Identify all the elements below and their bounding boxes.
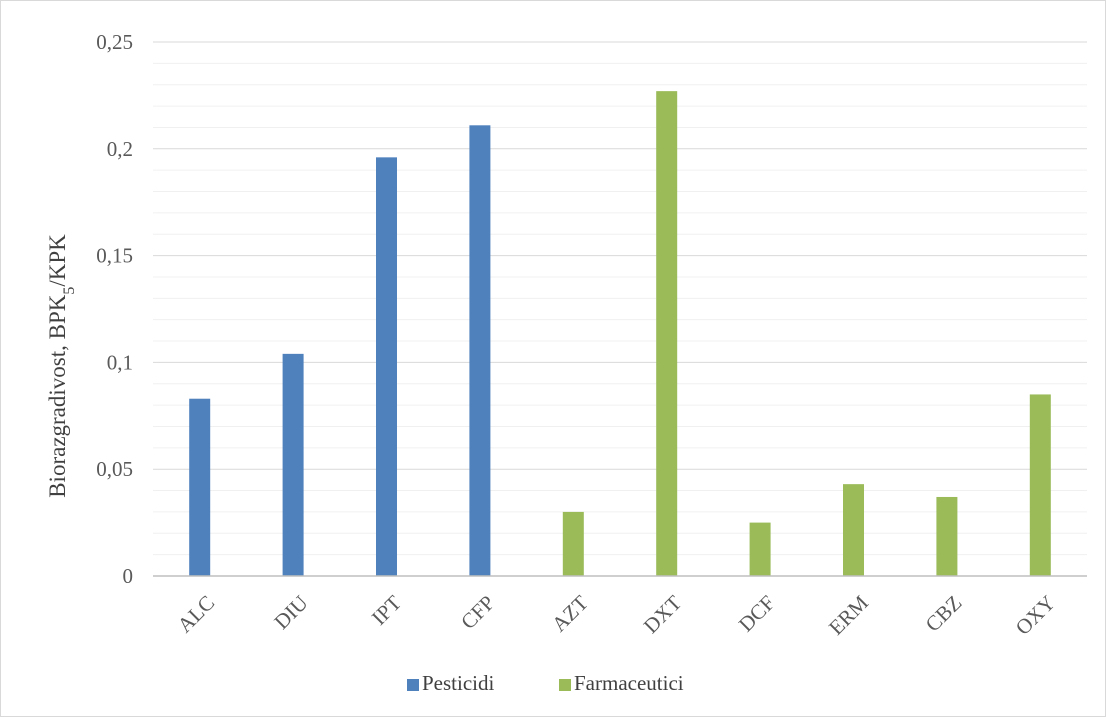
x-tick-label: IPT — [367, 590, 406, 629]
bar-pesticidi-alc — [189, 398, 211, 576]
legend-label-farmaceutici: Farmaceutici — [574, 671, 684, 695]
legend: Pesticidi Farmaceutici — [407, 671, 684, 695]
bar-farmaceutici-azt — [562, 511, 584, 576]
bars — [189, 91, 1051, 577]
bar-farmaceutici-erm — [843, 484, 864, 576]
x-tick-label: DXT — [639, 590, 687, 638]
x-tick-label: CFP — [456, 591, 499, 634]
x-tick-label: ERM — [824, 590, 873, 639]
bar-farmaceutici-dcf — [749, 522, 771, 576]
bar-farmaceutici-cbz — [936, 496, 958, 576]
legend-swatch-farmaceutici — [559, 679, 571, 691]
y-axis-title-subscript: 5 — [61, 287, 78, 295]
x-tick-label: DIU — [269, 591, 312, 634]
bar-farmaceutici-oxy — [1029, 394, 1051, 576]
bar-farmaceutici-dxt — [656, 91, 678, 577]
minor-gridlines — [153, 62, 1087, 556]
bar-pesticidi-cfp — [469, 125, 491, 576]
y-axis-tick-labels: 0 0,05 0,1 0,15 0,2 0,25 — [96, 30, 133, 588]
x-tick-label: OXY — [1011, 591, 1060, 640]
bar-pesticidi-ipt — [376, 157, 397, 576]
y-axis-title-main: Biorazgradivost, BPK — [45, 294, 70, 498]
y-axis-title-tail: /KPK — [45, 234, 70, 287]
x-tick-label: AZT — [547, 590, 593, 636]
x-tick-label: ALC — [173, 591, 220, 638]
y-tick-label: 0,15 — [96, 244, 133, 268]
legend-label-pesticidi: Pesticidi — [422, 671, 494, 695]
major-gridlines — [153, 41, 1087, 470]
y-tick-label: 0,25 — [96, 30, 133, 54]
y-tick-label: 0,2 — [107, 137, 133, 161]
x-tick-label: CBZ — [921, 591, 967, 637]
y-tick-label: 0 — [123, 564, 134, 588]
y-axis-title: Biorazgradivost, BPK5/KPK — [45, 234, 78, 498]
bar-pesticidi-diu — [282, 353, 304, 576]
x-axis-tick-labels: ALC DIU IPT CFP AZT DXT DCF ERM CBZ OXY — [173, 590, 1060, 639]
y-tick-label: 0,05 — [96, 457, 133, 481]
y-tick-label: 0,1 — [107, 350, 133, 374]
x-tick-label: DCF — [734, 591, 780, 637]
legend-swatch-pesticidi — [407, 679, 419, 691]
